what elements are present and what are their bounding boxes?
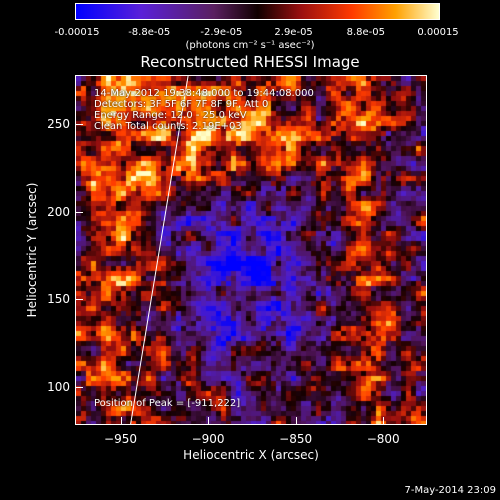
heatmap — [76, 76, 426, 424]
y-tick-mark — [75, 124, 83, 125]
y-tick-label: 100 — [47, 379, 70, 394]
colorbar — [75, 3, 440, 20]
x-tick-mark — [208, 417, 210, 425]
y-tick-mark — [75, 211, 83, 213]
colorbar-tick-label: -0.00015 — [54, 27, 100, 38]
colorbar-tick-label: -2.9e-05 — [200, 27, 243, 38]
annotation-counts: Clean Total counts: 2.19E+03 — [94, 121, 242, 132]
limb-overlay — [130, 76, 189, 424]
y-tick-label: 200 — [47, 204, 70, 219]
y-tick-mark — [75, 386, 83, 388]
colorbar-tick-label: 2.9e-05 — [274, 27, 313, 38]
y-axis-label: Heliocentric Y (arcsec) — [25, 182, 39, 318]
footer-date: 7-May-2014 23:09 — [404, 485, 496, 496]
plot-area: 14-May-2012 19:38:48.000 to 19:44:08.000… — [75, 75, 427, 425]
colorbar-tick-label: -8.8e-05 — [128, 27, 171, 38]
x-tick-label: −800 — [366, 432, 400, 446]
x-tick-label: −950 — [104, 432, 138, 446]
annotation-detectors: Detectors: 3F 5F 6F 7F 8F 9F, Att 0 — [94, 99, 269, 110]
y-tick-label: 250 — [47, 117, 70, 131]
x-tick-mark — [383, 417, 385, 425]
annotation-energy: Energy Range: 12.0 - 25.0 keV — [94, 110, 247, 121]
peak-position-label: Position of Peak = [-911,222] — [94, 398, 241, 409]
x-axis-label: Heliocentric X (arcsec) — [183, 448, 319, 462]
y-tick-mark — [75, 299, 83, 300]
annotation-time: 14-May-2012 19:38:48.000 to 19:44:08.000 — [94, 88, 314, 99]
colorbar-unit: (photons cm⁻² s⁻¹ asec⁻²) — [185, 40, 315, 51]
colorbar-tick-label: 0.00015 — [417, 27, 459, 38]
x-tick-label: −850 — [279, 432, 313, 446]
x-tick-mark — [120, 417, 122, 425]
y-tick-label: 150 — [47, 292, 70, 306]
solar-limb-line — [130, 76, 189, 424]
x-tick-label: −900 — [191, 432, 225, 446]
colorbar-gradient — [76, 4, 439, 19]
plot-title: Reconstructed RHESSI Image — [140, 53, 360, 71]
colorbar-tick-label: 8.8e-05 — [346, 27, 385, 38]
x-tick-mark — [295, 417, 297, 425]
